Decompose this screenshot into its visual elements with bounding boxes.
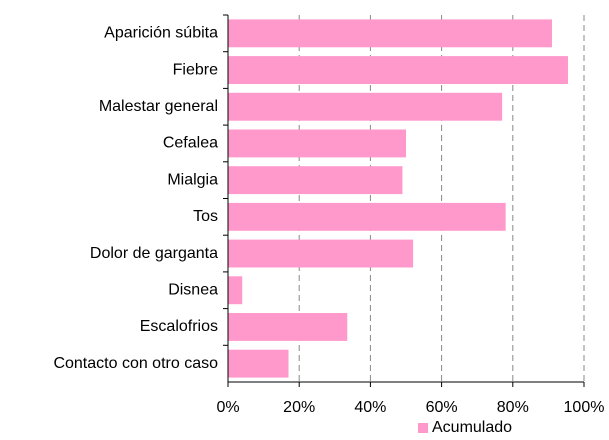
- bar: [228, 239, 414, 268]
- y-tick-label: Disnea: [168, 281, 218, 298]
- x-tick-label: 40%: [354, 399, 386, 416]
- y-tick-label: Mialgia: [167, 171, 218, 188]
- y-tick-label: Tos: [193, 208, 218, 225]
- y-tick-label: Dolor de garganta: [90, 245, 218, 262]
- y-tick-label: Aparición súbita: [104, 25, 218, 42]
- bar: [228, 313, 348, 341]
- bar: [228, 19, 552, 48]
- bar: [228, 129, 406, 158]
- x-tick-label: 0%: [216, 399, 239, 416]
- y-tick-label: Malestar general: [99, 98, 218, 115]
- x-tick-label: 60%: [426, 399, 458, 416]
- y-tick-label: Escalofrios: [140, 318, 218, 335]
- bar: [228, 276, 243, 305]
- x-tick-label: 100%: [564, 399, 605, 416]
- x-tick-label: 80%: [497, 399, 529, 416]
- bar: [228, 349, 289, 378]
- x-tick-label: 20%: [283, 399, 315, 416]
- legend-label: Acumulado: [432, 419, 512, 435]
- bar: [228, 92, 503, 121]
- bar: [228, 166, 403, 195]
- y-tick-label: Fiebre: [173, 61, 218, 78]
- bar: [228, 56, 568, 84]
- bar: [228, 202, 506, 231]
- y-tick-label: Contacto con otro caso: [53, 355, 218, 372]
- legend-swatch: [418, 423, 428, 433]
- y-tick-label: Cefalea: [163, 135, 218, 152]
